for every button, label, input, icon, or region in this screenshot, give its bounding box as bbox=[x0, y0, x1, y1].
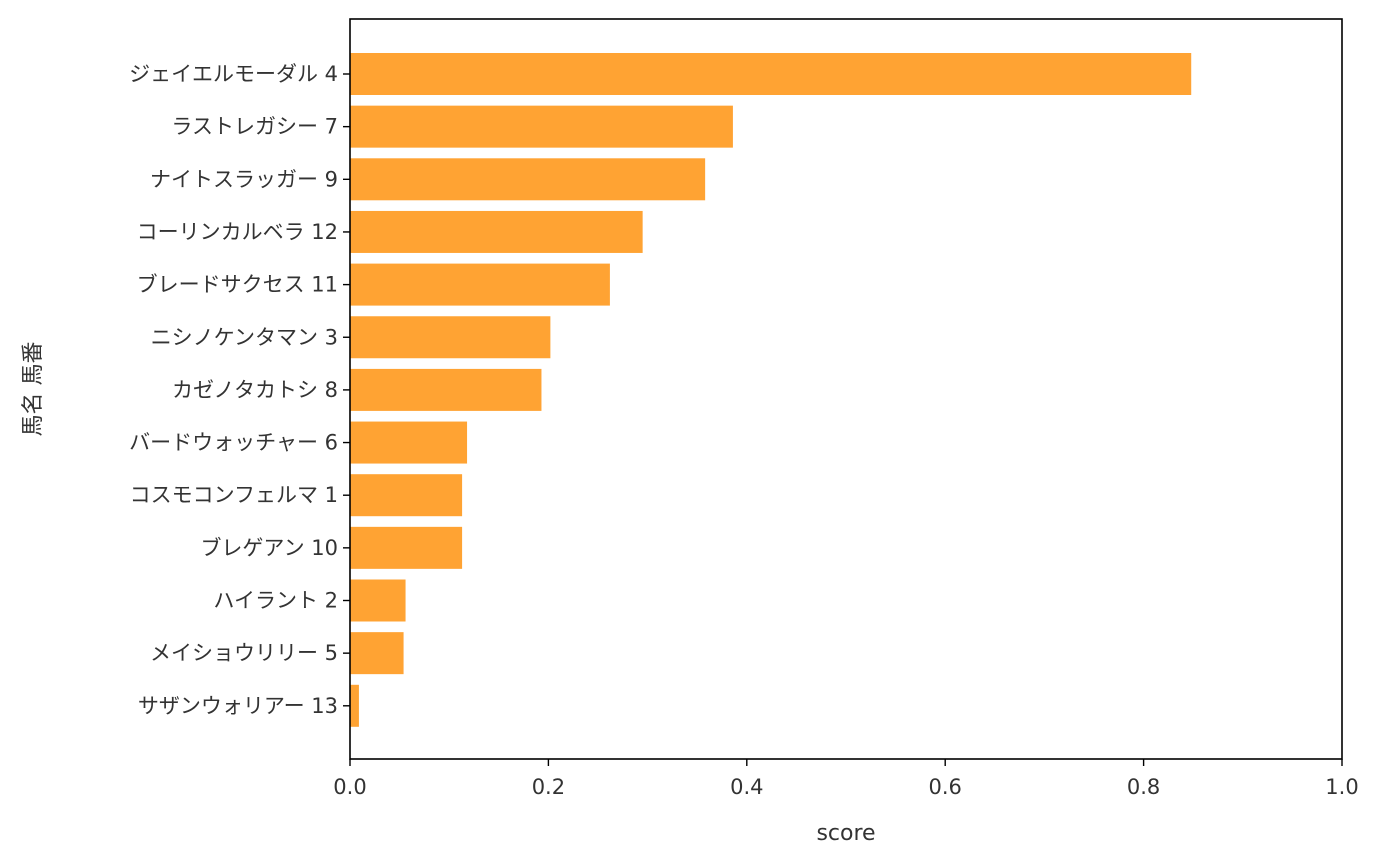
x-axis-ticks: 0.0 0.2 0.4 0.6 0.8 1.0 bbox=[333, 759, 1359, 799]
bar bbox=[350, 579, 406, 622]
y-tick-label: サザンウォリアー 13 bbox=[138, 694, 338, 718]
y-tick-label: コーリンカルベラ 12 bbox=[137, 220, 338, 244]
y-tick-label: ブレードサクセス 11 bbox=[137, 273, 338, 297]
x-tick-label: 1.0 bbox=[1325, 775, 1358, 799]
bar bbox=[350, 474, 463, 517]
bar bbox=[350, 158, 706, 201]
bar bbox=[350, 210, 643, 253]
plot-frame bbox=[349, 18, 1343, 760]
bar-group bbox=[350, 53, 1192, 727]
y-tick-label: ナイトスラッガー 9 bbox=[150, 167, 338, 191]
y-axis-ticks: ジェイエルモーダル 4 ラストレガシー 7 ナイトスラッガー 9 コーリンカルベラ 1… bbox=[129, 62, 350, 718]
bar bbox=[350, 105, 733, 148]
x-tick-label: 0.0 bbox=[333, 775, 366, 799]
bar bbox=[350, 526, 463, 569]
bar bbox=[350, 263, 610, 306]
y-tick-label: ラストレガシー 7 bbox=[171, 115, 338, 139]
y-tick-label: ブレゲアン 10 bbox=[200, 536, 338, 560]
x-tick-label: 0.8 bbox=[1127, 775, 1160, 799]
x-axis-title: score bbox=[816, 821, 875, 846]
bar bbox=[350, 632, 404, 675]
y-tick-label: メイショウリリー 5 bbox=[150, 641, 338, 665]
y-tick-label: ハイラント 2 bbox=[213, 589, 338, 613]
bar bbox=[350, 316, 551, 359]
x-tick-label: 0.6 bbox=[928, 775, 961, 799]
x-tick-label: 0.4 bbox=[730, 775, 763, 799]
y-tick-label: ニシノケンタマン 3 bbox=[151, 325, 338, 349]
y-tick-label: バードウォッチャー 6 bbox=[129, 431, 338, 455]
y-tick-label: コスモコンフェルマ 1 bbox=[130, 483, 338, 507]
bar bbox=[350, 421, 468, 464]
y-axis-title: 馬名 馬番 bbox=[21, 342, 46, 437]
y-tick-label: ジェイエルモーダル 4 bbox=[129, 62, 338, 86]
bar bbox=[350, 53, 1192, 95]
x-tick-label: 0.2 bbox=[532, 775, 565, 799]
y-tick-label: カゼノタカトシ 8 bbox=[172, 378, 338, 402]
bar bbox=[350, 684, 359, 727]
bar bbox=[350, 368, 542, 411]
